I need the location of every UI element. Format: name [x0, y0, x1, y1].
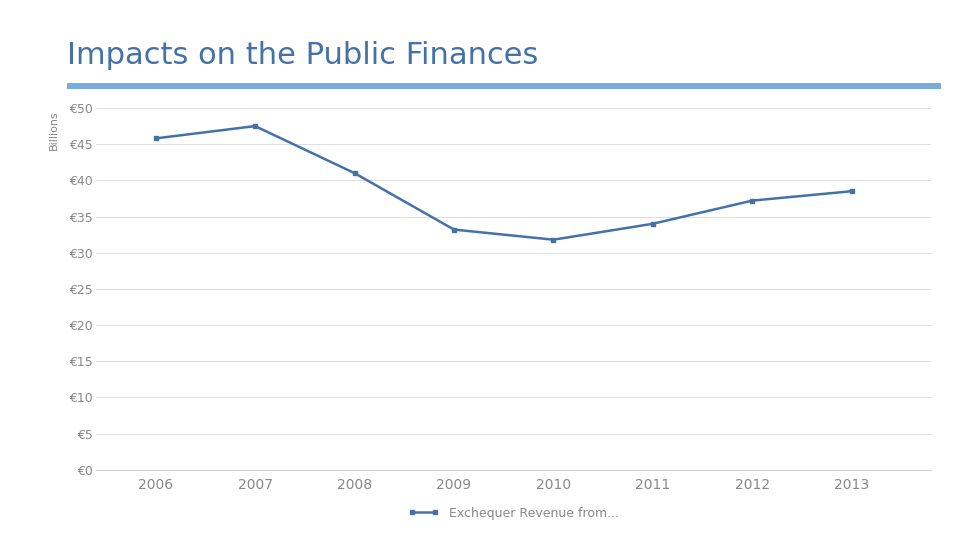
Line: Exchequer Revenue from...: Exchequer Revenue from... [154, 124, 854, 242]
Exchequer Revenue from... [547, 237, 559, 243]
Exchequer Revenue from... [647, 220, 659, 227]
Y-axis label: Billions: Billions [48, 110, 59, 150]
Exchequer Revenue from... [747, 198, 758, 204]
Exchequer Revenue from... [448, 226, 460, 233]
Exchequer Revenue from... [250, 123, 261, 129]
Exchequer Revenue from... [846, 188, 857, 194]
Exchequer Revenue from... [348, 170, 360, 177]
Exchequer Revenue from... [150, 135, 161, 141]
Text: Impacts on the Public Finances: Impacts on the Public Finances [67, 41, 539, 70]
Legend: Exchequer Revenue from...: Exchequer Revenue from... [403, 502, 624, 525]
